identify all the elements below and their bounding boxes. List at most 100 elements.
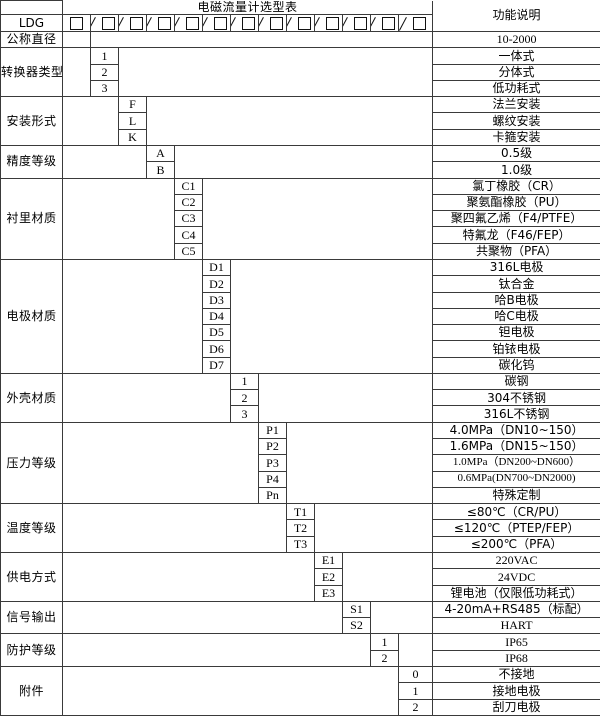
description-cell: 1.0级 [432,161,600,179]
filler-right-6 [257,372,434,423]
slash-code-box [123,16,143,30]
code-cell[interactable]: C5 [174,242,203,260]
slash-code-box [375,16,395,30]
header-code-cell-11[interactable] [370,14,399,32]
code-cell[interactable]: P2 [258,438,287,456]
filler-left-5 [62,258,203,374]
table-row: 附件 0 不接地 [0,665,600,716]
header-code-cell-9[interactable] [314,14,343,32]
code-cell[interactable]: T1 [286,503,315,521]
header-code-cell-1[interactable] [90,14,119,32]
description-cell: 特殊定制 [432,486,600,505]
table-row: 精度等级 A 0.5级 [0,144,600,179]
description-cell: ≤120℃（PTEP/FEP） [432,519,600,537]
description-cell: 316L电极 [432,258,600,277]
filler-left-10 [62,600,343,635]
table-row: D5 钽电极 [1,324,600,342]
table-row: D2 钛合金 [1,275,600,293]
header-code-cell-2[interactable] [118,14,147,32]
slash-icon [207,17,214,30]
filler-left-1 [62,47,91,98]
code-cell[interactable]: A [146,144,175,163]
code-cell[interactable]: D5 [202,324,231,342]
code-cell[interactable]: 2 [397,698,434,716]
code-cell[interactable]: P3 [258,454,287,472]
header-code-cell-3[interactable] [146,14,175,32]
code-cell[interactable]: D4 [202,307,231,326]
code-cell[interactable]: 1 [90,47,119,65]
code-cell[interactable]: P1 [258,421,287,440]
code-cell[interactable]: E1 [314,551,343,570]
code-cell[interactable]: 1 [230,372,259,391]
code-cell[interactable]: T3 [286,535,315,554]
code-cell[interactable]: D1 [202,258,231,277]
code-cell[interactable]: C2 [174,193,203,212]
code-cell[interactable]: 2 [90,63,119,81]
code-cell[interactable]: E3 [314,584,343,602]
description-cell: 220VAC [432,551,600,570]
header-code-cell-10[interactable] [342,14,371,32]
header-code-cell-5[interactable] [202,14,231,32]
code-cell[interactable] [62,30,91,49]
description-cell: 螺纹安装 [432,112,600,130]
code-cell[interactable]: F [118,96,147,114]
code-cell[interactable]: D3 [202,291,231,309]
header-code-cell-8[interactable] [286,14,315,32]
filler-left-7 [62,421,259,505]
description-cell: 特氟龙（F46/FEP） [432,226,600,244]
code-cell[interactable]: B [146,161,175,179]
code-box-glyph [297,16,311,30]
description-cell: 316L不锈钢 [432,405,600,423]
description-cell: 聚四氟乙烯（F4/PTFE） [432,210,600,228]
model-prefix-label: LDG [0,14,63,32]
code-cell[interactable]: T2 [286,519,315,537]
code-cell[interactable]: 2 [230,389,259,407]
code-cell[interactable]: D2 [202,275,231,293]
description-cell: ≤200℃（PFA） [432,535,600,554]
header-code-cell-12[interactable] [397,14,434,32]
code-cell[interactable]: E2 [314,568,343,586]
code-cell[interactable]: K [118,128,147,146]
description-cell: 碳钢 [432,372,600,391]
description-cell: 刮刀电极 [432,698,600,716]
table-row: 外壳材质 1 碳钢 [0,372,600,423]
code-cell[interactable]: S1 [342,600,371,619]
code-cell[interactable]: 1 [370,633,399,651]
slash-icon [347,17,354,30]
description-cell: 304不锈钢 [432,389,600,407]
header-code-cell-6[interactable] [230,14,259,32]
table-row: 2 304不锈钢 [1,389,600,407]
code-cell[interactable]: S2 [342,617,371,635]
description-cell: HART [432,617,600,635]
header-code-cell-0[interactable] [62,14,91,32]
code-cell[interactable]: 0 [397,665,434,684]
table-row: E3 锂电池（仅限低功耗式） [1,584,600,602]
code-cell[interactable]: 2 [370,649,399,667]
filler-right-4 [201,177,434,260]
code-cell[interactable]: Pn [258,486,287,505]
filler-left-2 [62,96,119,146]
code-cell[interactable]: 3 [230,405,259,423]
category-label-2: 安装形式 [0,96,63,146]
description-cell: ≤80℃（CR/PU） [432,503,600,521]
code-cell[interactable]: 1 [397,682,434,700]
code-cell[interactable]: 3 [90,79,119,98]
header-code-cell-7[interactable] [258,14,287,32]
table-row: P2 1.6MPa（DN15~150） [1,438,600,456]
description-cell: 钛合金 [432,275,600,293]
code-cell[interactable]: C4 [174,226,203,244]
code-box-glyph [157,16,171,30]
code-cell[interactable]: C1 [174,177,203,195]
code-cell[interactable]: L [118,112,147,130]
table-row: 信号输出 S1 4-20mA+RS485（标配） [0,600,600,635]
code-cell[interactable]: P4 [258,470,287,488]
code-cell[interactable]: D6 [202,340,231,358]
category-label-12: 附件 [0,665,63,716]
slash-icon [406,17,413,30]
category-label-0: 公称直径 [0,30,63,49]
header-code-cell-4[interactable] [174,14,203,32]
code-cell[interactable]: D7 [202,356,231,374]
slash-code-box [406,16,426,30]
code-cell[interactable]: C3 [174,210,203,228]
